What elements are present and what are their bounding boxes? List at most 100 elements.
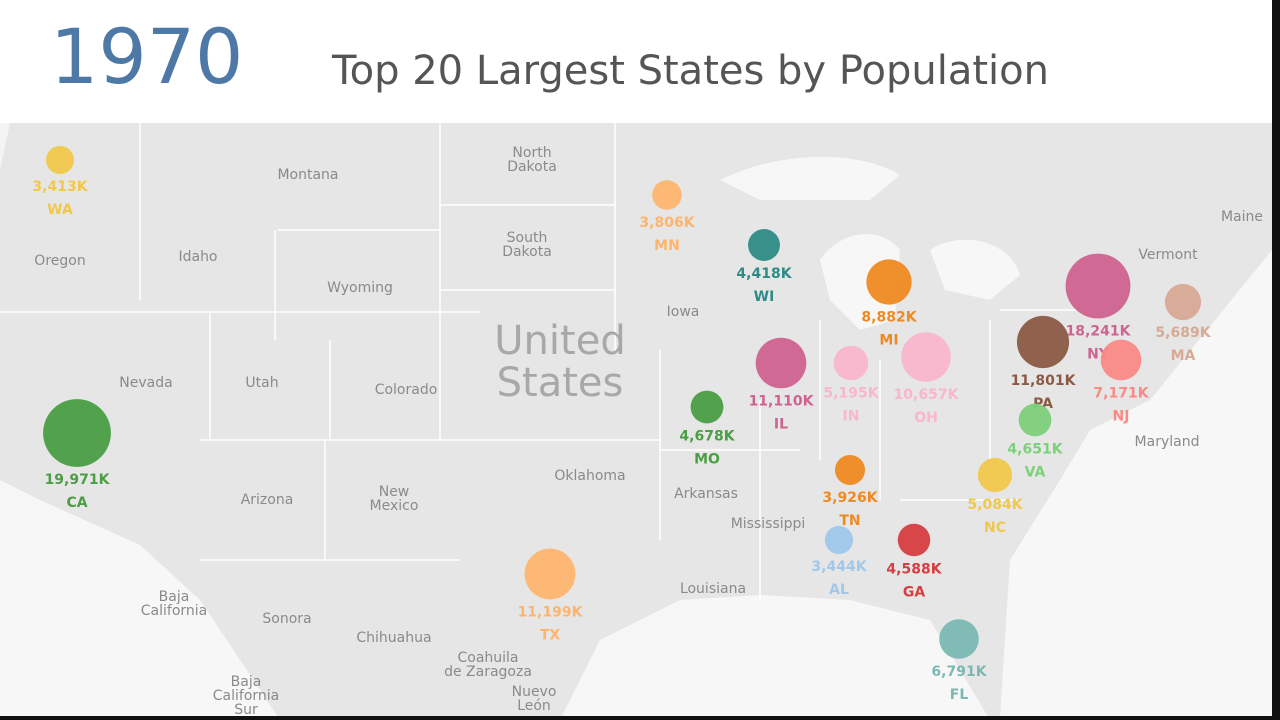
- state-bubble: [824, 525, 854, 555]
- place-label: Montana: [277, 167, 338, 183]
- place-label: Vermont: [1138, 247, 1198, 263]
- state-label: GA: [903, 584, 925, 600]
- value-label: 3,413K: [32, 179, 88, 195]
- place-label: South: [507, 230, 548, 246]
- place-label: Idaho: [178, 249, 217, 265]
- state-label: WI: [754, 289, 775, 305]
- value-label: 5,084K: [967, 497, 1023, 513]
- place-label: León: [517, 698, 551, 714]
- value-label: 6,791K: [931, 664, 987, 680]
- state-bubble: [1016, 315, 1070, 369]
- state-bubble: [1018, 403, 1052, 437]
- state-bubble: [43, 399, 111, 467]
- value-label: 4,651K: [1007, 441, 1063, 457]
- state-bubble: [652, 180, 682, 210]
- state-label: MO: [694, 451, 720, 467]
- place-label: Arkansas: [674, 486, 738, 502]
- place-label: Colorado: [375, 382, 438, 398]
- place-label: Baja: [231, 674, 262, 690]
- state-bubble: [901, 332, 951, 382]
- state-label: TX: [540, 627, 561, 643]
- place-label: Maine: [1221, 209, 1263, 225]
- basemap: [0, 123, 1272, 720]
- state-bubble: [748, 229, 780, 261]
- value-label: 5,195K: [823, 385, 879, 401]
- value-label: 3,444K: [811, 559, 867, 575]
- value-label: 3,806K: [639, 215, 695, 231]
- value-label: 11,110K: [749, 393, 815, 409]
- place-label: Maryland: [1135, 434, 1200, 450]
- place-label: California: [141, 603, 207, 619]
- state-bubble: [1100, 339, 1142, 381]
- place-label: North: [512, 145, 551, 161]
- place-label: Sur: [234, 702, 258, 718]
- place-label: Mexico: [370, 498, 419, 514]
- state-label: TN: [839, 513, 860, 529]
- place-label: Coahuila: [457, 650, 518, 666]
- place-label: Nuevo: [512, 684, 557, 700]
- place-label: Iowa: [667, 304, 700, 320]
- value-label: 19,971K: [45, 472, 111, 488]
- value-label: 8,882K: [861, 310, 917, 326]
- place-label: Chihuahua: [356, 630, 431, 646]
- state-bubble: [524, 548, 576, 600]
- state-label: IN: [843, 408, 860, 424]
- state-label: IL: [774, 416, 788, 432]
- place-label: de Zaragoza: [444, 664, 532, 680]
- state-label: NC: [984, 520, 1006, 536]
- bubbles: 3,413K WA 3,806K MN 4,418K WI 8,882K MI 18,241K N…: [32, 145, 1212, 703]
- value-label: 4,678K: [679, 428, 735, 444]
- state-label: AL: [829, 582, 849, 598]
- value-label: 5,689K: [1155, 325, 1211, 341]
- place-label: Arizona: [241, 492, 294, 508]
- year: 1970: [50, 12, 243, 101]
- value-label: 7,171K: [1093, 385, 1149, 401]
- value-label: 11,199K: [518, 604, 584, 620]
- state-label: VA: [1025, 464, 1046, 480]
- place-label: Nevada: [119, 375, 172, 391]
- edge: [0, 716, 1280, 720]
- place-label: United: [494, 318, 625, 364]
- state-bubble: [1164, 283, 1202, 321]
- place-label: Sonora: [262, 611, 311, 627]
- state-label: MI: [879, 333, 898, 349]
- place-label: Oklahoma: [554, 468, 625, 484]
- state-label: MN: [654, 238, 680, 254]
- state-label: OH: [914, 410, 938, 426]
- place-label: Oregon: [34, 253, 85, 269]
- state-bubble: [755, 337, 807, 389]
- place-label: New: [379, 484, 410, 500]
- place-label: Wyoming: [327, 280, 393, 296]
- state-label: CA: [66, 495, 87, 511]
- state-label: NJ: [1113, 408, 1130, 424]
- value-label: 4,418K: [736, 266, 792, 282]
- value-label: 11,801K: [1011, 373, 1077, 389]
- state-bubble: [977, 457, 1013, 493]
- edge: [1272, 0, 1280, 720]
- state-label: WA: [47, 202, 73, 218]
- place-label: Utah: [245, 375, 278, 391]
- state-bubble: [833, 345, 869, 381]
- place-label: States: [497, 360, 624, 406]
- state-bubble: [866, 259, 912, 305]
- state-bubble: [834, 454, 866, 486]
- place-label: Baja: [159, 589, 190, 605]
- state-bubble: [690, 390, 724, 424]
- state-bubble: [897, 523, 931, 557]
- state-bubble: [45, 145, 75, 175]
- value-label: 4,588K: [886, 561, 942, 577]
- header-bg: [0, 0, 1280, 122]
- value-label: 10,657K: [894, 387, 960, 403]
- place-label: Louisiana: [680, 581, 746, 597]
- value-label: 3,926K: [822, 490, 878, 506]
- place-label: Mississippi: [731, 516, 806, 532]
- place-label: Dakota: [502, 244, 552, 260]
- state-label: MA: [1171, 348, 1196, 364]
- title: Top 20 Largest States by Population: [331, 48, 1049, 94]
- place-label: Dakota: [507, 159, 557, 175]
- state-label: FL: [950, 687, 969, 703]
- state-bubble: [1065, 253, 1131, 319]
